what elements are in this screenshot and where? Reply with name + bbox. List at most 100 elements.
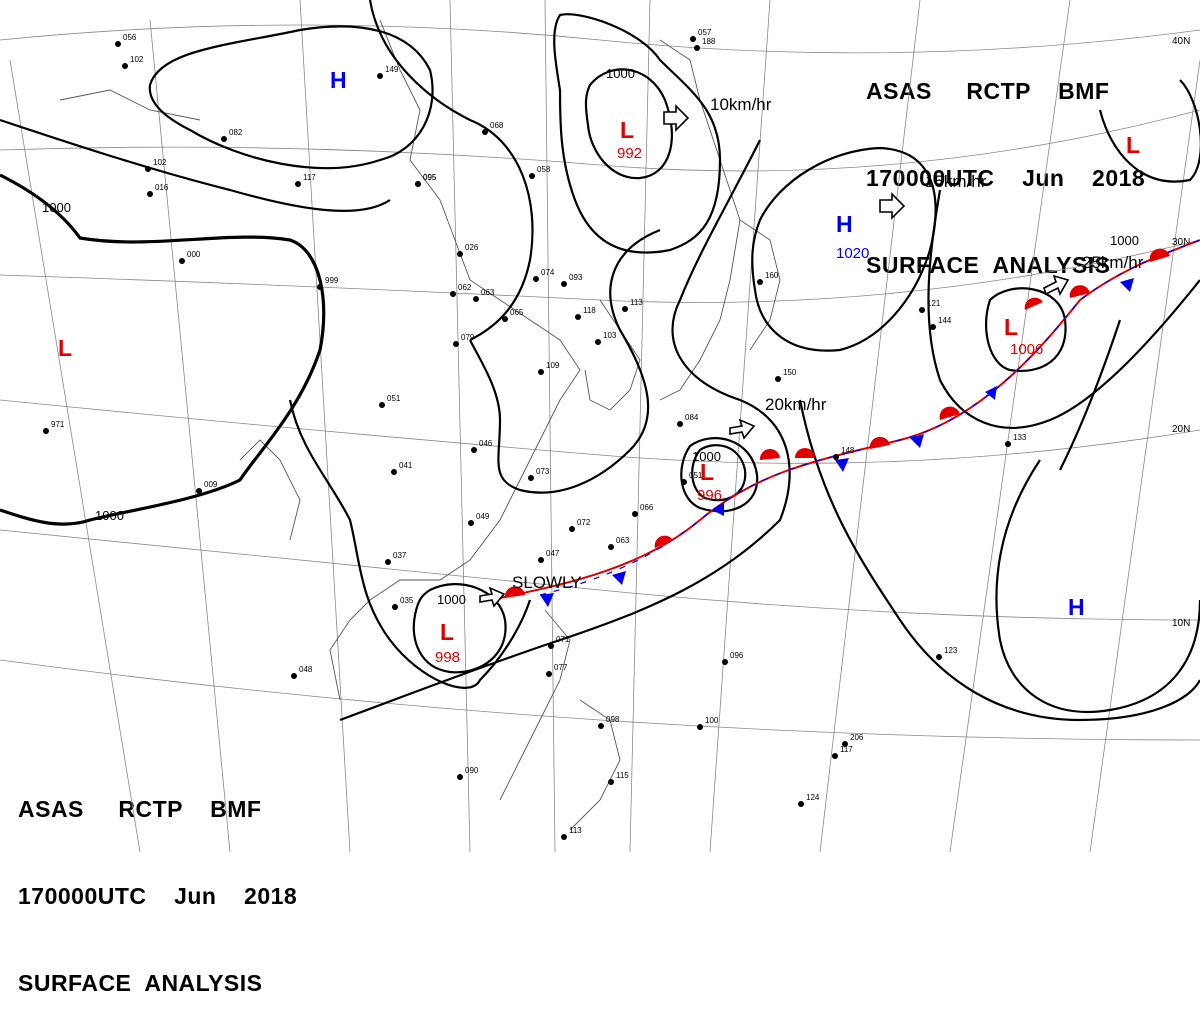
station-marker [548,643,554,649]
low-center-north: L [620,117,634,143]
motion-arrow-sw-low [479,586,506,608]
motion-arrow-high-central [879,192,906,220]
warm-front-markers [504,248,1170,598]
isobar-high-north [148,25,434,170]
low-center-coast: L [700,459,714,485]
station-pressure: 035 [400,596,414,605]
station-pressure: 121 [927,299,941,308]
low-value-coast: 996 [697,487,722,504]
lat-label-40n: 40N [1172,36,1190,47]
station-pressure: 073 [536,467,550,476]
station-pressure: 000 [187,250,201,259]
station-marker [690,36,696,42]
station-pressure: 124 [806,793,820,802]
longitude-grid [9,0,1200,852]
isobar-low-north-outer [553,13,722,254]
station-marker [569,526,575,532]
station-marker [196,488,202,494]
isobar-east-big [927,189,1200,429]
station-pressure: 109 [546,361,560,370]
station-pressure: 133 [1013,433,1027,442]
station-pressure: 049 [476,512,490,521]
station-pressure: 048 [299,665,313,674]
isobar-label-1000-west: 1000 [42,200,71,215]
station-marker [391,469,397,475]
station-marker [930,324,936,330]
title-line-1: ASAS RCTP BMF [18,796,262,822]
station-pressure: 102 [153,158,167,167]
station-pressure: 971 [51,420,65,429]
isobar-east-inner [995,459,1200,713]
isobar-east-south [798,399,1200,722]
station-pressure: 160 [765,271,779,280]
station-marker [453,341,459,347]
low-value-north: 992 [617,145,642,162]
station-pressure: 057 [698,28,712,37]
station-marker [757,279,763,285]
station-pressure: 144 [938,316,952,325]
station-marker [221,136,227,142]
front-line-blue [539,239,1200,596]
station-pressure: 009 [204,480,218,489]
isobar-label-1000-south: 1000 [437,592,466,607]
title-line-3: SURFACE ANALYSIS [18,970,263,996]
station-pressure: 077 [554,663,568,672]
station-marker [608,544,614,550]
low-center-east: L [1004,314,1018,340]
station-pressure: 079 [461,333,475,342]
station-marker [502,316,508,322]
motion-label-10kmhr: 10km/hr [710,95,772,114]
station-pressure: 063 [616,536,630,545]
latitude-grid [0,24,1200,741]
station-marker [122,63,128,69]
station-pressure: 063 [481,288,495,297]
motion-label-25kmhr: 25km/hr [1082,253,1144,272]
station-pressure: 056 [123,33,137,42]
station-marker [833,454,839,460]
station-pressure: 117 [303,173,316,182]
isobar-low-north-1000 [584,68,673,180]
isobar-label-1000-sw: 1000 [95,508,124,523]
station-marker [632,511,638,517]
station-marker [575,314,581,320]
high-center-se: H [1068,594,1085,620]
station-marker [681,479,687,485]
station-pressure: 113 [569,826,582,835]
high-center-north: H [330,67,347,93]
station-pressure: 118 [583,306,596,315]
station-marker [43,428,49,434]
station-pressure: 095 [423,173,437,182]
low-center-west: L [58,335,72,361]
station-pressure: 149 [385,65,399,74]
station-marker [147,191,153,197]
motion-arrow-coast-low [729,418,756,440]
station-marker [377,73,383,79]
station-marker [622,306,628,312]
isobar-large-south [339,139,791,722]
station-pressure: 047 [546,549,560,558]
low-center-sw: L [440,619,454,645]
station-marker [145,166,151,172]
station-marker [471,447,477,453]
station-marker [546,671,552,677]
station-pressure: 065 [510,308,524,317]
station-pressure: 115 [616,771,629,780]
station-marker [694,45,700,51]
station-marker [468,520,474,526]
station-marker [598,723,604,729]
station-marker [798,801,804,807]
coastlines [59,19,781,831]
isobar-westlow-1000 [0,173,326,526]
isobar-central [469,228,661,494]
low-value-sw: 998 [435,649,460,666]
station-marker [775,376,781,382]
isobar-mid-south [288,399,532,689]
title-line-3: SURFACE ANALYSIS [866,252,1111,278]
station-pressure: 093 [569,273,583,282]
isobar-low-coast-1000 [680,437,759,513]
isobar-wedge [1059,319,1122,471]
station-marker [697,724,703,730]
station-marker [538,369,544,375]
station-pressure: 098 [606,715,620,724]
